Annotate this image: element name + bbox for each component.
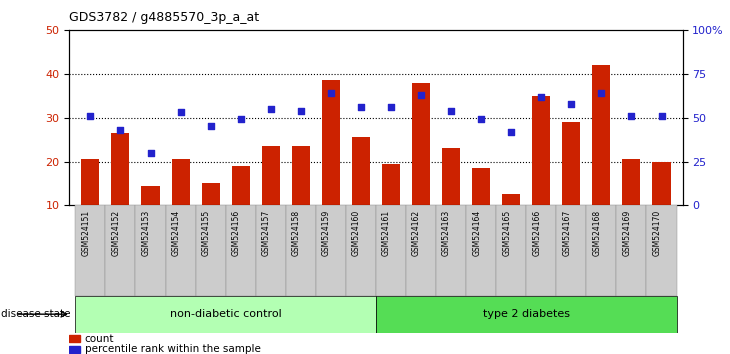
Text: GSM524155: GSM524155 [201,210,211,256]
Bar [172,159,190,205]
Text: disease state: disease state [1,309,70,319]
Text: GSM524154: GSM524154 [172,210,180,256]
Point [145,150,156,155]
Bar [442,148,460,205]
Point [325,90,337,96]
Bar [556,205,586,296]
Bar [496,205,526,296]
Bar [226,205,255,296]
Bar [412,82,430,205]
Bar [562,122,580,205]
Point [235,116,247,122]
Bar [406,205,436,296]
Point [174,110,186,115]
Text: GSM524153: GSM524153 [142,210,150,256]
Bar [196,205,226,296]
Text: GSM524156: GSM524156 [231,210,241,256]
Point [115,127,126,133]
Text: GSM524164: GSM524164 [472,210,481,256]
Text: percentile rank within the sample: percentile rank within the sample [85,344,261,354]
Point [205,124,217,129]
Bar [69,335,80,342]
Point [265,106,277,112]
Bar [142,185,160,205]
Bar [75,296,376,333]
Bar [75,205,105,296]
Bar [346,205,376,296]
Text: GSM524160: GSM524160 [352,210,361,256]
Point [656,113,667,119]
Point [535,94,547,99]
Bar [201,183,220,205]
Bar [316,205,346,296]
Text: GSM524151: GSM524151 [81,210,91,256]
Bar [262,146,280,205]
Point [385,104,397,110]
Bar [466,205,496,296]
Bar [647,205,677,296]
Text: GSM524163: GSM524163 [442,210,451,256]
Bar [532,96,550,205]
Text: GDS3782 / g4885570_3p_a_at: GDS3782 / g4885570_3p_a_at [69,11,259,24]
Bar [586,205,616,296]
Text: GSM524169: GSM524169 [623,210,631,256]
Bar [592,65,610,205]
Bar [382,164,400,205]
Point [475,116,487,122]
Text: GSM524159: GSM524159 [322,210,331,256]
Bar [436,205,466,296]
Bar [376,205,406,296]
Point [566,101,577,107]
Point [596,90,607,96]
Bar [352,137,370,205]
Bar [166,205,196,296]
Text: GSM524165: GSM524165 [502,210,511,256]
Point [626,113,637,119]
Point [295,108,307,114]
Bar [292,146,310,205]
Text: GSM524152: GSM524152 [112,210,120,256]
Text: type 2 diabetes: type 2 diabetes [483,309,569,319]
Bar [285,205,316,296]
Text: GSM524161: GSM524161 [382,210,391,256]
Bar [502,194,520,205]
Bar [136,205,166,296]
Bar [322,80,340,205]
Bar [231,166,250,205]
Bar [653,161,671,205]
Text: GSM524167: GSM524167 [562,210,572,256]
Bar [623,159,640,205]
Bar [105,205,136,296]
Bar [255,205,285,296]
Point [355,104,366,110]
Text: GSM524168: GSM524168 [592,210,602,256]
Bar [69,346,80,353]
Bar [112,133,129,205]
Bar [472,168,490,205]
Text: non-diabetic control: non-diabetic control [170,309,282,319]
Point [85,113,96,119]
Text: GSM524157: GSM524157 [262,210,271,256]
Point [415,92,427,98]
Text: GSM524162: GSM524162 [412,210,421,256]
Text: count: count [85,334,114,344]
Text: GSM524166: GSM524166 [532,210,541,256]
Point [445,108,457,114]
Text: GSM524158: GSM524158 [292,210,301,256]
Bar [376,296,677,333]
Bar [526,205,556,296]
Bar [616,205,647,296]
Point [505,129,517,135]
Text: GSM524170: GSM524170 [653,210,661,256]
Bar [81,159,99,205]
